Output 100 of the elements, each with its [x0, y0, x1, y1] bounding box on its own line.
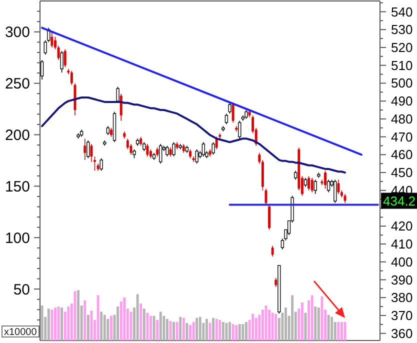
- candlestick: [84, 138, 86, 160]
- bar: [340, 322, 343, 340]
- bar: [136, 294, 139, 340]
- bar: [317, 308, 320, 340]
- bar: [271, 312, 274, 340]
- bar: [152, 316, 156, 340]
- bar: [314, 306, 317, 340]
- bar: [146, 312, 149, 340]
- y2-tick-label: 460: [391, 147, 413, 162]
- candlestick: [271, 245, 274, 257]
- candlestick: [228, 102, 232, 114]
- bar: [330, 316, 334, 340]
- y2-tick-label: 540: [391, 4, 413, 20]
- y2-tick-label: 470: [391, 129, 413, 144]
- candlestick: [238, 120, 242, 139]
- y2-tick-label: 480: [391, 111, 413, 126]
- bar: [149, 316, 152, 340]
- bar: [156, 320, 159, 340]
- bar: [291, 295, 294, 340]
- y-tick-label: 50: [13, 281, 30, 298]
- y-tick-label: 150: [4, 178, 30, 196]
- bar: [192, 322, 195, 340]
- candlestick: [172, 142, 176, 157]
- bar: [284, 308, 287, 340]
- bar: [264, 306, 268, 340]
- candlestick: [202, 142, 205, 157]
- bar: [254, 318, 258, 340]
- bar: [57, 306, 60, 340]
- bar: [337, 322, 340, 340]
- bar: [310, 295, 314, 340]
- y2-tick-label: 390: [391, 272, 413, 288]
- y2-tick-label: 520: [391, 40, 413, 56]
- candlestick: [195, 148, 198, 164]
- y2-tick-label: 410: [391, 236, 413, 252]
- bar: [182, 318, 185, 340]
- candlestick: [268, 204, 271, 230]
- bar: [90, 310, 93, 340]
- bar: [242, 324, 244, 340]
- bar: [67, 306, 70, 340]
- candlestick: [40, 60, 44, 80]
- bar: [252, 314, 254, 340]
- bar: [198, 316, 202, 340]
- y2-tick-label: 380: [391, 290, 413, 306]
- bar: [261, 310, 264, 340]
- candlestick: [310, 177, 314, 193]
- candlestick: [159, 144, 162, 164]
- candlestick: [90, 144, 93, 162]
- bar: [169, 320, 172, 340]
- candlestick: [64, 48, 66, 68]
- y-tick-label: 250: [4, 76, 30, 93]
- bar: [162, 316, 166, 340]
- bar: [110, 316, 112, 340]
- bar: [327, 314, 330, 340]
- bar: [300, 302, 304, 340]
- y-tick-label: 200: [4, 126, 30, 144]
- candlestick: [70, 70, 73, 86]
- bar: [54, 308, 56, 340]
- bar: [103, 314, 106, 340]
- candlestick: [60, 50, 64, 73]
- bar: [86, 314, 90, 340]
- bar: [222, 322, 224, 340]
- bar: [235, 325, 238, 340]
- candlestick: [326, 179, 330, 193]
- bar: [215, 318, 218, 340]
- bar: [120, 301, 122, 340]
- y2-tick-label: 360: [391, 326, 413, 341]
- bar: [77, 290, 80, 340]
- y2-tick-label: 530: [391, 22, 413, 38]
- bar: [189, 325, 192, 340]
- bar: [320, 296, 324, 340]
- bar: [142, 308, 146, 340]
- bar: [232, 324, 234, 340]
- bar: [40, 306, 44, 340]
- bar: [228, 322, 231, 340]
- y2-tick-label: 500: [391, 76, 413, 91]
- bar: [140, 303, 142, 340]
- bar: [100, 312, 103, 340]
- candlestick: [212, 142, 215, 156]
- bar: [123, 297, 126, 340]
- bar: [84, 300, 86, 340]
- bar: [225, 323, 228, 340]
- y2-tick-label: 420: [391, 218, 413, 234]
- candlestick: [337, 179, 340, 194]
- candlestick: [334, 179, 337, 204]
- candlestick: [224, 113, 228, 125]
- bar: [244, 322, 248, 340]
- bar: [47, 308, 50, 340]
- bar: [268, 310, 271, 340]
- y2-tick-label: 370: [391, 308, 413, 324]
- bar: [218, 320, 222, 340]
- y2-tick-label: 400: [391, 254, 413, 270]
- candlestick: [166, 145, 169, 157]
- bar: [60, 308, 64, 340]
- bar: [106, 318, 110, 340]
- candlestick: [324, 170, 326, 190]
- candlestick: [264, 188, 268, 206]
- bar: [196, 318, 198, 340]
- bar: [116, 306, 120, 340]
- bar: [212, 318, 215, 340]
- text: x10000: [4, 327, 38, 338]
